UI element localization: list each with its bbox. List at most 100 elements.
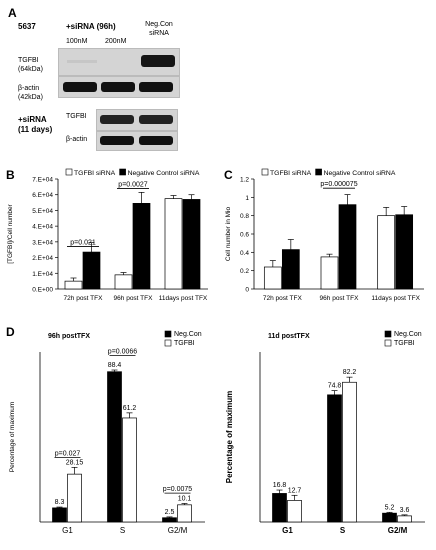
data-label: 74.8: [328, 383, 342, 390]
x-tick-label: S: [340, 526, 346, 535]
bar: [382, 512, 397, 523]
bar: [338, 204, 357, 290]
blot-band: [139, 82, 173, 92]
legend-label: Neg.Con: [174, 331, 202, 338]
legend-swatch: [65, 168, 73, 176]
x-tick-label: G1: [282, 526, 293, 535]
bar: [52, 507, 67, 523]
panel-letter: C: [224, 168, 233, 182]
legend-label: TGFBI: [394, 340, 415, 347]
x-tick-label: S: [120, 526, 125, 535]
legend-swatch: [315, 168, 322, 176]
actin-label-11d: β-actin: [66, 136, 88, 143]
p-value: p=0.021: [70, 240, 96, 247]
data-label: 5.2: [385, 504, 395, 511]
lane-negcon: Neg.Con siRNA: [145, 21, 173, 37]
p-value: p=0.000075: [320, 181, 357, 188]
bar: [342, 381, 357, 523]
bar: [320, 256, 339, 290]
y-axis-label: Cell number in Mio: [225, 207, 232, 262]
bar: [287, 500, 302, 523]
y-tick-label: 1.E+04: [32, 271, 53, 278]
x-tick-label: 72h post TFX: [64, 295, 104, 302]
legend-swatch: [164, 330, 172, 338]
blot-band: [67, 60, 97, 63]
bar: [164, 198, 183, 290]
bar: [182, 199, 201, 290]
cell-line-label: 5637: [18, 22, 36, 31]
legend-label: Negative Control siRNA: [324, 170, 396, 177]
chart-d2: 11d postTFX Percentage of maximum 16.812.7…: [225, 330, 425, 535]
y-tick-label: 5.E+04: [32, 208, 53, 215]
legend-label: Negative Control siRNA: [128, 170, 200, 177]
bar: [107, 371, 122, 523]
x-tick-label: G1: [62, 526, 73, 535]
x-tick-label: 11days post TFX: [159, 295, 208, 302]
chart-d1: D 96h postTFX Percentage of maximum 8.3 28.1…: [6, 325, 205, 535]
tgfbi-label-11d: TGFBI: [66, 113, 87, 120]
y-tick-label: 1: [245, 195, 249, 202]
panel-letter: B: [6, 168, 15, 182]
legend-swatch: [384, 339, 392, 347]
y-tick-label: 0.2: [240, 268, 249, 275]
bar: [263, 266, 282, 290]
blot-band: [63, 82, 97, 92]
legend-swatch: [384, 330, 392, 338]
y-tick-label: 1.2: [240, 177, 249, 184]
y-tick-label: 2.E+04: [32, 255, 53, 262]
lane-100nm: 100nM: [66, 38, 88, 45]
blot-band: [139, 136, 173, 145]
y-tick-label: 0.8: [240, 213, 249, 220]
bar: [67, 473, 82, 523]
blot-band: [141, 55, 175, 67]
bar: [114, 274, 133, 290]
data-label: 8.3: [55, 499, 65, 506]
siRNA-96h-title: +siRNA (96h): [66, 22, 116, 31]
x-tick-label: G2/M: [168, 526, 188, 535]
chart-title: 96h postTFX: [48, 333, 90, 340]
legend-swatch: [164, 339, 172, 347]
bar: [377, 215, 396, 290]
bar: [122, 417, 137, 523]
blot-band: [100, 136, 134, 145]
x-tick-label: G2/M: [388, 526, 408, 535]
x-tick-label: 11days post TFX: [371, 295, 420, 302]
x-tick-label: 96h post TFX: [114, 295, 154, 302]
y-axis-label: [TGFBI]/Cell number: [7, 203, 14, 263]
legend-label: TGFBI siRNA: [270, 170, 312, 177]
data-label: 16.8: [273, 482, 287, 489]
y-tick-label: 7.E+04: [32, 177, 53, 184]
bar: [64, 280, 83, 290]
blot-actin-11d: [96, 131, 178, 151]
data-label: 28.15: [66, 459, 84, 466]
panel-letter: D: [6, 325, 15, 339]
blot-band: [101, 82, 135, 92]
bar: [82, 251, 101, 290]
p-value: p=0.0027: [118, 181, 147, 188]
data-label: 82.2: [343, 369, 357, 376]
blot-tgfbi-96h: [58, 48, 180, 76]
y-axis-label: Percentage of maximum: [9, 402, 16, 472]
chart-b: B 0.E+00 1.E+04 2.E+04 3.E+04 4.E+04 5.E+04 6.E…: [6, 168, 208, 302]
legend-swatch: [119, 168, 126, 176]
bar: [177, 504, 192, 523]
chart-c: C 0 0.2 0.4 0.6 0.8 1 1.2 Cell number in Mio 72h …: [224, 168, 424, 302]
data-label: 3.6: [400, 507, 410, 514]
x-tick-label: 96h post TFX: [320, 295, 360, 302]
tgfbi-label: TGFBI (64kDa): [18, 57, 43, 73]
p-value: p=0.0075: [163, 486, 192, 493]
blot-actin-96h: [58, 76, 180, 98]
blot-band: [100, 115, 134, 124]
bar: [162, 517, 177, 523]
blot-tgfbi-11d: [96, 109, 178, 131]
siRNA-11d-label: +siRNA (11 days): [18, 115, 53, 134]
data-label: 88.4: [108, 362, 122, 369]
y-tick-label: 0.6: [240, 232, 249, 239]
y-tick-label: 3.E+04: [32, 239, 53, 246]
bar: [281, 249, 300, 290]
bar: [132, 203, 151, 290]
legend-label: Neg.Con: [394, 331, 422, 338]
y-tick-label: 0.4: [240, 250, 249, 257]
lane-200nm: 200nM: [105, 38, 127, 45]
actin-label: β-actin (42kDa): [18, 85, 43, 101]
